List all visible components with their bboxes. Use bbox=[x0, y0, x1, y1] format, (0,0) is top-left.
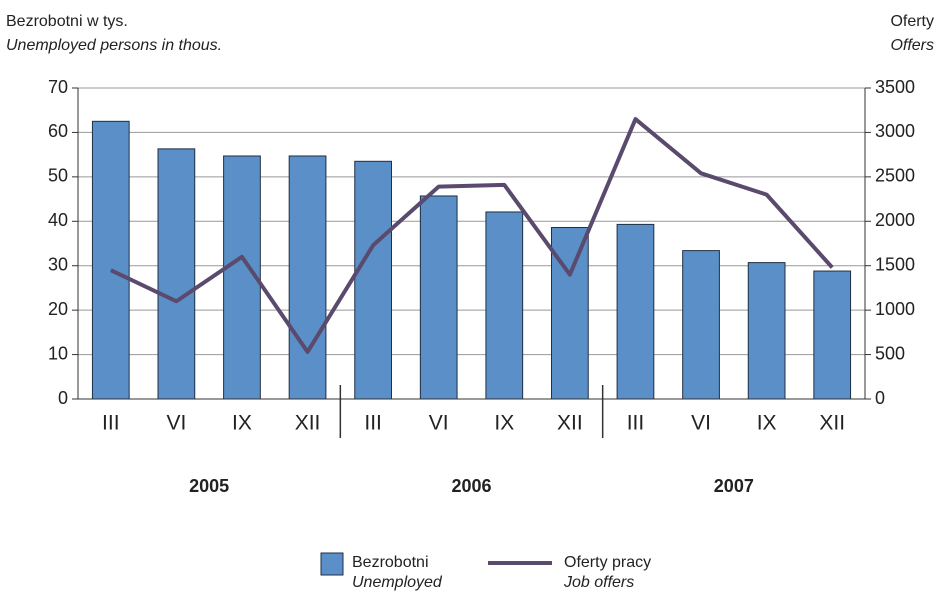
y2-tick-label: 1500 bbox=[875, 254, 915, 274]
bar bbox=[551, 227, 589, 400]
y2-tick-label: 2000 bbox=[875, 210, 915, 230]
y2-tick-label: 1000 bbox=[875, 299, 915, 319]
y2-tick-label: 500 bbox=[875, 343, 905, 363]
x-tick-label: IX bbox=[494, 412, 514, 435]
y2-tick-label: 3500 bbox=[875, 77, 915, 97]
y-tick-label: 60 bbox=[48, 121, 68, 141]
bar bbox=[419, 195, 458, 400]
x-tick-label: III bbox=[364, 412, 382, 435]
bar bbox=[91, 120, 130, 400]
x-tick-label: III bbox=[627, 412, 645, 435]
bar bbox=[682, 250, 720, 400]
legend-label: Bezrobotni bbox=[352, 554, 429, 571]
y-tick-label: 20 bbox=[48, 299, 68, 319]
bar bbox=[157, 148, 196, 400]
y-label-en: Unemployed persons in thous. bbox=[6, 37, 222, 54]
y2-label: Oferty bbox=[890, 13, 934, 30]
bar bbox=[288, 155, 327, 400]
bar bbox=[813, 270, 852, 400]
legend-label-en: Unemployed bbox=[352, 574, 443, 591]
bar bbox=[616, 223, 655, 400]
x-tick-label: VI bbox=[429, 412, 449, 435]
y-tick-label: 50 bbox=[48, 166, 68, 186]
x-tick-label: IX bbox=[232, 412, 252, 435]
x-tick-label: XII bbox=[557, 412, 583, 435]
bar bbox=[354, 160, 392, 400]
y-tick-label: 40 bbox=[48, 210, 68, 230]
y2-tick-label: 3000 bbox=[875, 121, 915, 141]
y2-label-en: Offers bbox=[890, 37, 934, 54]
y-tick-label: 70 bbox=[48, 77, 68, 97]
y-label: Bezrobotni w tys. bbox=[6, 13, 128, 30]
year-label: 2007 bbox=[714, 476, 754, 496]
bar bbox=[485, 211, 524, 400]
x-tick-label: VI bbox=[691, 412, 711, 435]
y2-tick-label: 0 bbox=[875, 388, 885, 408]
bar bbox=[747, 262, 786, 400]
year-label: 2005 bbox=[189, 476, 229, 496]
y-tick-label: 0 bbox=[58, 388, 68, 408]
x-tick-label: VI bbox=[166, 412, 186, 435]
legend-label: Oferty pracy bbox=[564, 554, 651, 571]
y-tick-label: 30 bbox=[48, 254, 68, 274]
y2-tick-label: 2500 bbox=[875, 166, 915, 186]
line bbox=[109, 117, 834, 354]
y-tick-label: 10 bbox=[48, 343, 68, 363]
x-tick-label: IX bbox=[757, 412, 777, 435]
legend-swatch bbox=[320, 552, 344, 576]
year-label: 2006 bbox=[451, 476, 491, 496]
legend-label-en: Job offers bbox=[563, 574, 634, 591]
x-tick-label: III bbox=[102, 412, 120, 435]
x-tick-label: XII bbox=[295, 412, 321, 435]
x-tick-label: XII bbox=[819, 412, 845, 435]
